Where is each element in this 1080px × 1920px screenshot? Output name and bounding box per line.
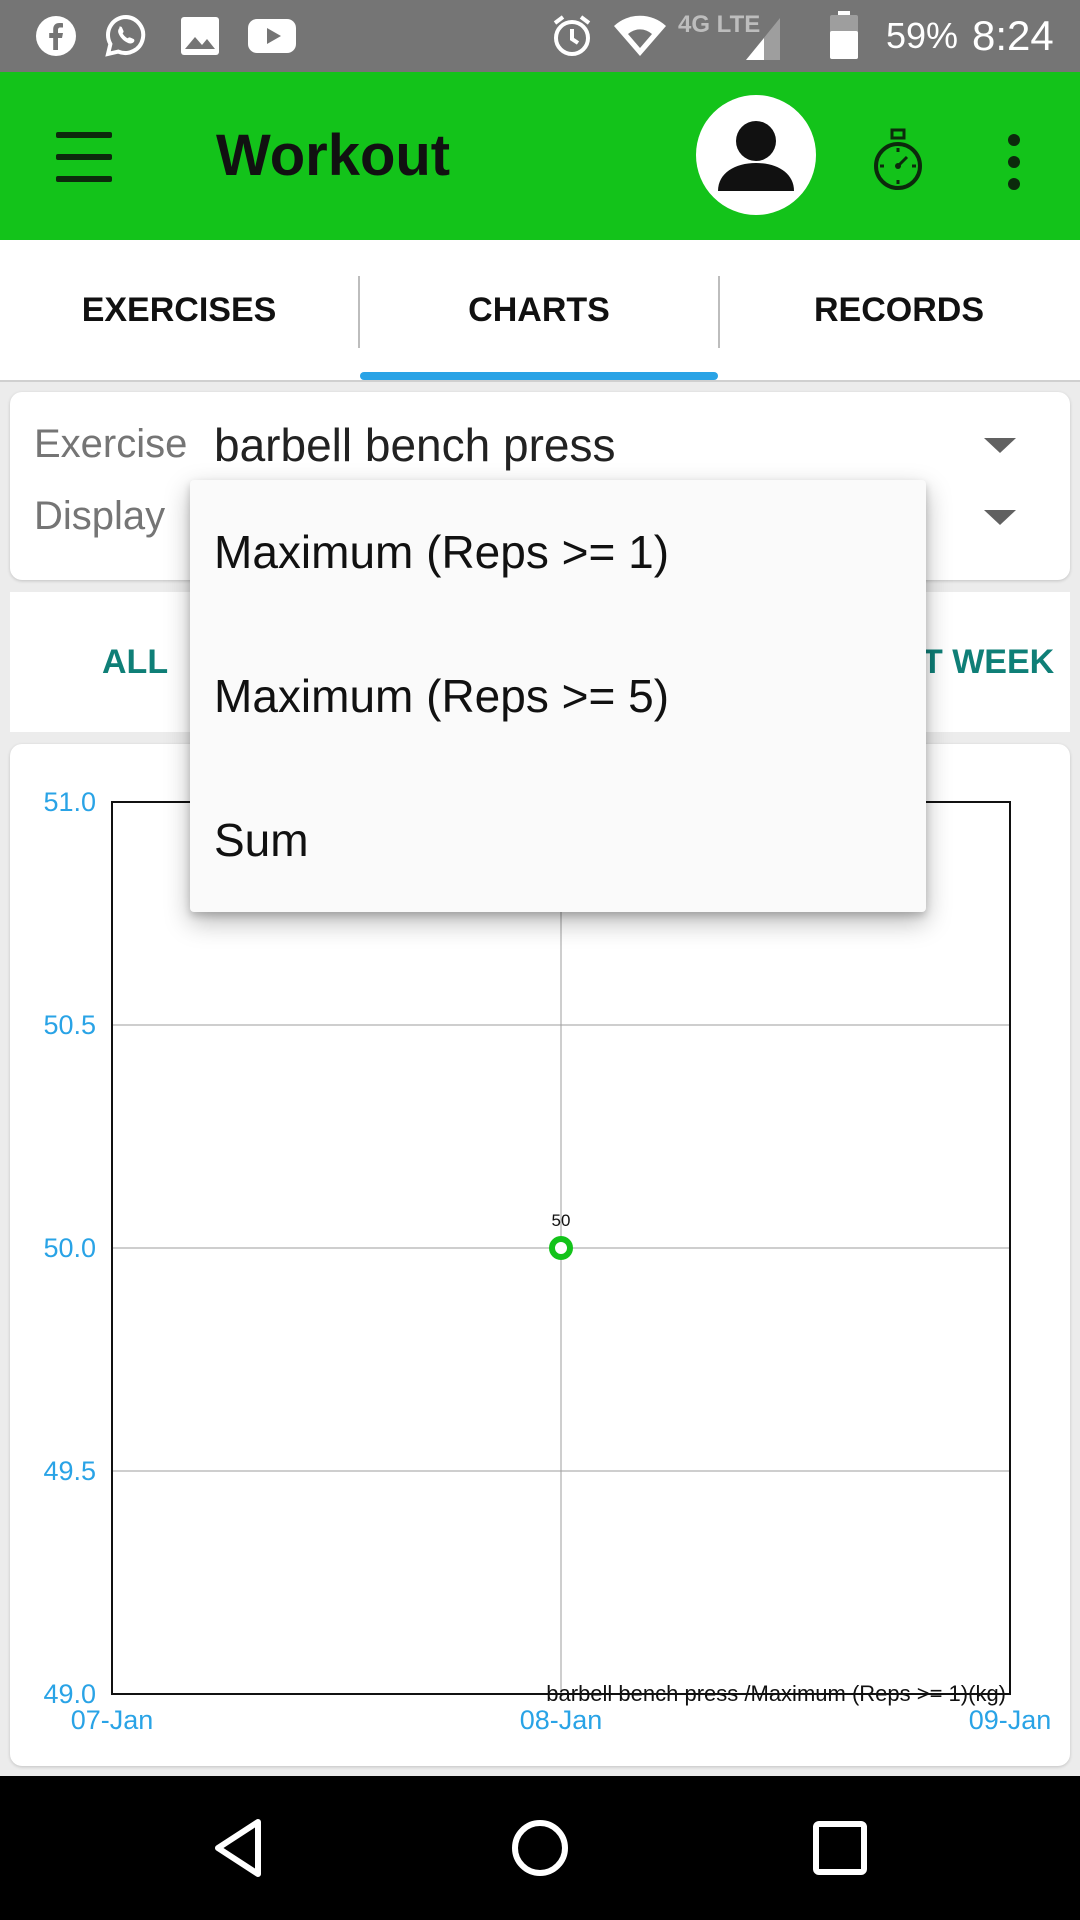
clock-time: 8:24 (972, 12, 1054, 59)
tab-bar: EXERCISES CHARTS RECORDS (0, 240, 1080, 382)
app-bar: Workout (0, 72, 1080, 240)
dropdown-option-max-reps-5[interactable]: Maximum (Reps >= 5) (214, 670, 670, 722)
exercise-spinner[interactable]: barbell bench press (214, 419, 616, 471)
app-title: Workout (216, 123, 451, 188)
chart-legend: barbell bench press /Maximum (Reps >= 1)… (546, 1681, 1006, 1706)
alarm-icon (546, 10, 598, 62)
y-tick-label: 49.0 (43, 1679, 96, 1709)
display-dropdown-menu: Maximum (Reps >= 1) Maximum (Reps >= 5) … (190, 480, 926, 912)
back-icon[interactable] (200, 1808, 280, 1888)
y-tick-label: 49.5 (43, 1456, 96, 1486)
progress-chart: 49.049.550.050.551.0 07-Jan 08-Jan 09-Jan … (43, 787, 1052, 1735)
display-label: Display (34, 494, 166, 538)
tab-records[interactable]: RECORDS (813, 291, 985, 329)
exercise-dropdown-arrow-icon[interactable] (984, 438, 1016, 453)
tab-divider (718, 276, 720, 348)
tab-charts[interactable]: CHARTS (468, 291, 610, 329)
tab-exercises[interactable]: EXERCISES (81, 291, 277, 329)
wifi-icon (612, 10, 668, 62)
x-tick-label: 08-Jan (520, 1705, 603, 1735)
range-all-button[interactable]: ALL (102, 643, 169, 681)
data-point[interactable] (549, 1236, 573, 1260)
battery-icon (826, 10, 862, 62)
data-point-label: 50 (552, 1211, 571, 1230)
svg-text:4G LTE: 4G LTE (678, 11, 760, 38)
y-tick-label: 50.5 (43, 1010, 96, 1040)
tab-divider (358, 276, 360, 348)
dropdown-option-max-reps-1[interactable]: Maximum (Reps >= 1) (214, 526, 670, 578)
navigation-bar (0, 1776, 1080, 1920)
exercise-label: Exercise (34, 422, 188, 466)
whatsapp-icon (100, 10, 152, 62)
x-tick-label: 07-Jan (71, 1705, 154, 1735)
dropdown-option-sum[interactable]: Sum (214, 814, 309, 866)
x-tick-label: 09-Jan (969, 1705, 1052, 1735)
y-tick-label: 50.0 (43, 1233, 96, 1263)
stopwatch-icon[interactable] (858, 122, 938, 202)
status-bar: 4G LTE 59% 8:24 (0, 0, 1080, 72)
y-tick-label: 51.0 (43, 787, 96, 817)
display-dropdown-arrow-icon[interactable] (984, 510, 1016, 525)
youtube-icon (244, 10, 300, 62)
tab-indicator (360, 372, 718, 380)
signal-icon: 4G LTE (676, 10, 786, 62)
home-icon[interactable] (500, 1808, 580, 1888)
avatar-icon[interactable] (696, 95, 816, 215)
recents-icon[interactable] (800, 1808, 880, 1888)
gallery-icon (174, 10, 226, 62)
more-vert-icon[interactable] (990, 124, 1038, 204)
menu-icon[interactable] (42, 122, 126, 192)
chart-card: 49.0 49.5 50.0 50.5 51.0 07-Jan 08-Jan 09-Jan … (10, 744, 1070, 1766)
battery-percent: 59% (886, 15, 959, 56)
facebook-icon (30, 10, 82, 62)
range-last-week-button[interactable]: T WEEK (922, 643, 1055, 681)
